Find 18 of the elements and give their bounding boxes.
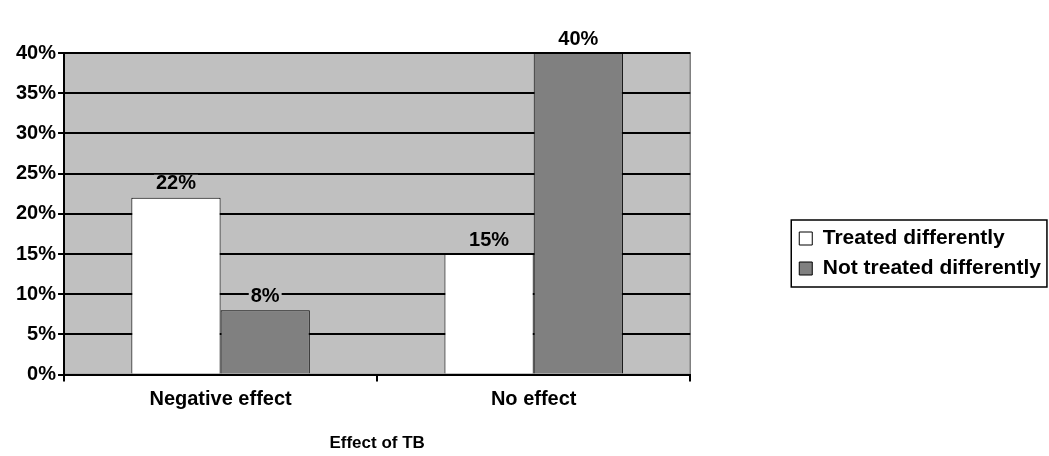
y-tick-label: 40% (16, 40, 57, 63)
y-tick-label: 15% (16, 241, 57, 264)
y-tick-label: 0% (27, 362, 57, 385)
data-label: 40% (558, 26, 599, 49)
data-label: 8% (250, 283, 280, 306)
legend-label: Treated differently (822, 225, 1006, 249)
x-tick-label: No effect (490, 387, 577, 410)
data-label: 22% (155, 171, 197, 194)
data-label: 15% (469, 227, 510, 250)
y-tick-label: 35% (16, 80, 57, 103)
x-tick-label: Negative effect (149, 387, 293, 410)
y-tick-label: 25% (16, 161, 57, 184)
y-tick-label: 20% (16, 201, 57, 224)
legend-label: Not treated differently (822, 255, 1042, 279)
y-tick-label: 10% (16, 281, 57, 304)
y-tick-label: 5% (27, 321, 57, 344)
y-tick-label: 30% (16, 120, 57, 143)
x-axis-title: Effect of TB (329, 433, 425, 453)
